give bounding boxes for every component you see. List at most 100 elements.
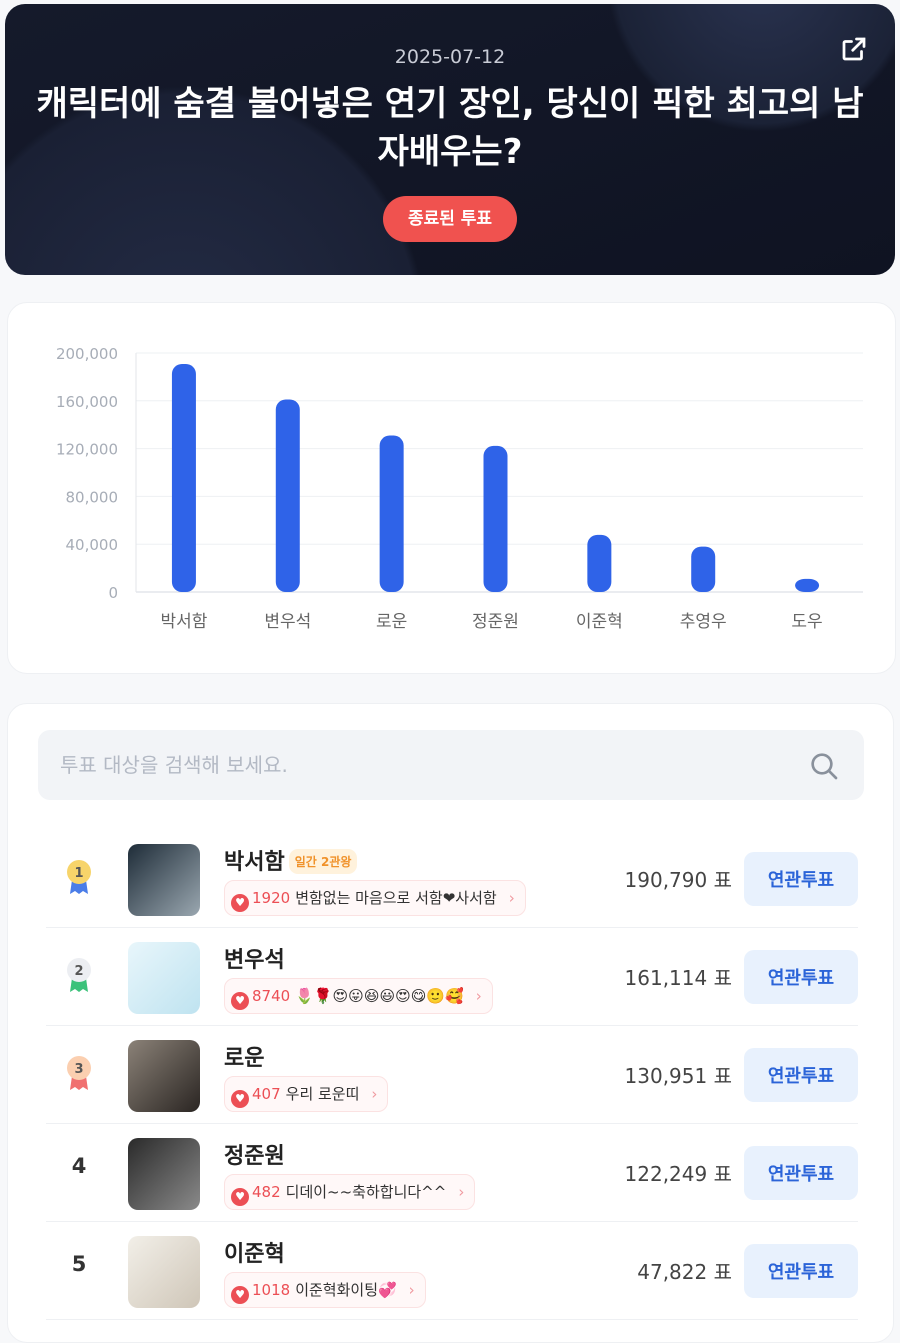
rank-number: 3 [74, 1062, 83, 1077]
candidate-name: 로운 [224, 1040, 264, 1072]
cheer-text: 변함없는 마음으로 서함❤사서함 [295, 889, 497, 907]
candidate-name: 이준혁 [224, 1236, 285, 1268]
search-box [38, 730, 864, 800]
vote-count-value: 161,114 [624, 966, 708, 990]
vote-count-value: 190,790 [624, 868, 708, 892]
vote-unit: 표 [713, 868, 732, 892]
cheer-count: 482 [252, 1183, 281, 1201]
medal-icon: 1 [67, 860, 91, 894]
vote-count-value: 130,951 [624, 1064, 708, 1088]
related-vote-button[interactable]: 연관투표 [744, 950, 858, 1004]
cheer-count: 407 [252, 1085, 281, 1103]
heart-icon: ♥ [231, 1188, 249, 1206]
bar [171, 364, 196, 592]
vote-chart: 200,000 160,000 120,000 80,000 40,000 0 박서함 변우석… [7, 302, 896, 674]
bar [275, 399, 300, 592]
cheer-message-link[interactable]: ♥ 1018 이준혁화이팅💞 › [224, 1272, 426, 1308]
candidate-name-text: 변우석 [224, 948, 285, 973]
chevron-right-icon: › [458, 1183, 465, 1201]
x-tick-label: 정준원 [472, 612, 519, 632]
cheer-count: 1018 [252, 1281, 291, 1299]
chevron-right-icon: › [371, 1085, 378, 1103]
vote-count: 190,790 표 [625, 864, 732, 893]
medal-icon: 3 [67, 1056, 91, 1090]
search-input[interactable] [60, 730, 780, 800]
vote-unit: 표 [713, 1162, 732, 1186]
cheer-text: 디데이~~축하합니다^^ [285, 1183, 447, 1201]
vote-count: 122,249 표 [625, 1158, 732, 1187]
y-tick-label: 40,000 [66, 536, 119, 554]
cheer-count: 1920 [252, 889, 291, 907]
table-row[interactable]: 2 변우석 ♥ 8740 🌷🌹😍😛😆😃😍😋🙂🥰 › 161,114 표 연관투표 [46, 928, 858, 1026]
candidate-name-text: 박서함 [224, 850, 285, 875]
cheer-message-link[interactable]: ♥ 407 우리 로운띠 › [224, 1076, 389, 1112]
bar [483, 445, 508, 592]
bar [795, 578, 820, 592]
rank-number: 5 [71, 1252, 87, 1276]
related-vote-button[interactable]: 연관투표 [744, 1146, 858, 1200]
vote-count: 161,114 표 [625, 962, 732, 991]
poll-header: 2025-07-12 캐릭터에 숨결 불어넣은 연기 장인, 당신이 픽한 최고… [5, 4, 895, 275]
avatar[interactable] [128, 1236, 200, 1308]
chevron-right-icon: › [508, 889, 515, 907]
vote-count-value: 47,822 [637, 1260, 708, 1284]
table-row[interactable]: 1 박서함 일간 2관왕 ♥ 1920 변함없는 마음으로 서함❤사서함 › 190,7… [46, 830, 858, 928]
table-row[interactable]: 4 정준원 ♥ 482 디데이~~축하합니다^^ › 122,249 표 연관투표 [46, 1124, 858, 1222]
related-vote-button[interactable]: 연관투표 [744, 852, 858, 906]
cheer-text: 우리 로운띠 [285, 1085, 360, 1103]
vote-count-value: 122,249 [624, 1162, 708, 1186]
chevron-right-icon: › [475, 987, 482, 1005]
rank-number: 4 [71, 1154, 87, 1178]
cheer-text: 이준혁화이팅💞 [295, 1281, 397, 1299]
y-tick-label: 160,000 [56, 393, 118, 411]
share-icon[interactable] [839, 34, 869, 64]
avatar[interactable] [128, 844, 200, 916]
avatar[interactable] [128, 1040, 200, 1112]
cheer-message-link[interactable]: ♥ 1920 변함없는 마음으로 서함❤사서함 › [224, 880, 526, 916]
bar [691, 546, 716, 592]
cheer-count: 8740 [252, 987, 291, 1005]
y-tick-label: 200,000 [56, 345, 118, 363]
rank-number: 2 [74, 964, 83, 979]
vote-unit: 표 [713, 966, 732, 990]
status-badge: 종료된 투표 [383, 196, 517, 242]
bar-chart: 200,000 160,000 120,000 80,000 40,000 0 박서함 변우석… [56, 345, 863, 632]
x-tick-label: 도우 [791, 612, 822, 632]
table-row[interactable]: 5 이준혁 ♥ 1018 이준혁화이팅💞 › 47,822 표 연관투표 [46, 1222, 858, 1320]
x-tick-label: 박서함 [160, 612, 207, 632]
vote-count: 130,951 표 [625, 1060, 732, 1089]
candidate-name: 변우석 [224, 942, 285, 974]
table-row[interactable]: 3 로운 ♥ 407 우리 로운띠 › 130,951 표 연관투표 [46, 1026, 858, 1124]
candidate-name-text: 정준원 [224, 1144, 285, 1169]
cheer-message-link[interactable]: ♥ 8740 🌷🌹😍😛😆😃😍😋🙂🥰 › [224, 978, 493, 1014]
cheer-message-link[interactable]: ♥ 482 디데이~~축하합니다^^ › [224, 1174, 476, 1210]
cheer-text: 🌷🌹😍😛😆😃😍😋🙂🥰 [295, 987, 464, 1005]
search-icon[interactable] [808, 750, 840, 782]
award-badge: 일간 2관왕 [288, 849, 358, 874]
related-vote-button[interactable]: 연관투표 [744, 1048, 858, 1102]
heart-icon: ♥ [231, 894, 249, 912]
x-tick-label: 추영우 [680, 612, 727, 632]
heart-icon: ♥ [231, 1090, 249, 1108]
bar [587, 534, 612, 592]
candidate-name: 정준원 [224, 1138, 285, 1170]
avatar[interactable] [128, 942, 200, 1014]
x-tick-label: 로운 [376, 612, 407, 632]
heart-icon: ♥ [231, 992, 249, 1010]
chevron-right-icon: › [408, 1281, 415, 1299]
x-tick-label: 이준혁 [576, 612, 623, 632]
poll-title: 캐릭터에 숨결 불어넣은 연기 장인, 당신이 픽한 최고의 남자배우는? [36, 84, 864, 172]
related-vote-button[interactable]: 연관투표 [744, 1244, 858, 1298]
rank-number: 1 [74, 866, 83, 881]
y-tick-label: 80,000 [66, 488, 119, 506]
candidate-name-text: 이준혁 [224, 1242, 285, 1267]
avatar[interactable] [128, 1138, 200, 1210]
heart-icon: ♥ [231, 1286, 249, 1304]
bar [379, 435, 404, 592]
x-tick-label: 변우석 [264, 612, 311, 632]
vote-unit: 표 [713, 1064, 732, 1088]
medal-icon: 2 [67, 958, 91, 992]
candidate-name-text: 로운 [224, 1046, 265, 1071]
y-tick-label: 0 [108, 584, 118, 602]
